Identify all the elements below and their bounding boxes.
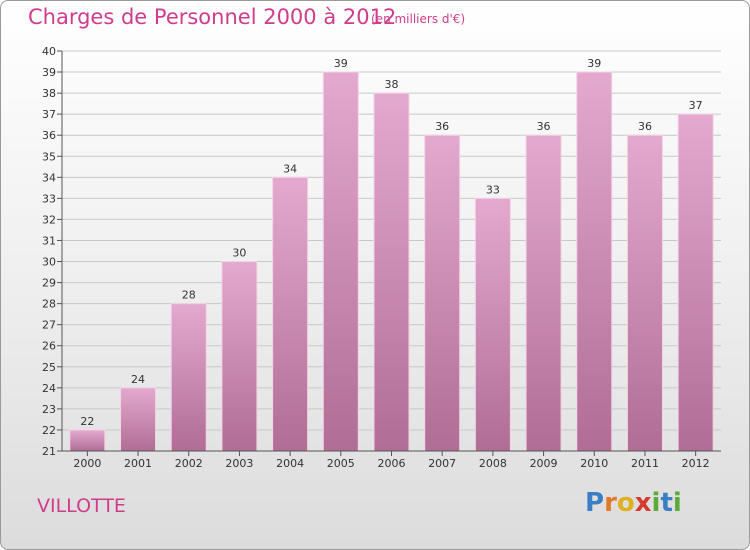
bar-value-label: 37 xyxy=(689,99,703,112)
bar xyxy=(576,71,613,452)
bar-value-label: 28 xyxy=(182,289,196,302)
x-tick-label: 2002 xyxy=(175,457,203,470)
x-tick-label: 2004 xyxy=(276,457,304,470)
bar xyxy=(69,429,106,452)
x-tick-label: 2010 xyxy=(580,457,608,470)
x-tick-label: 2005 xyxy=(327,457,355,470)
bar xyxy=(322,71,359,452)
bar-value-label: 36 xyxy=(435,120,449,133)
y-tick-label: 27 xyxy=(42,319,56,332)
bar-value-label: 30 xyxy=(232,247,246,260)
x-tick-label: 2000 xyxy=(73,457,101,470)
bar xyxy=(474,197,511,452)
y-tick-label: 38 xyxy=(42,87,56,100)
x-tick-label: 2009 xyxy=(530,457,558,470)
y-tick-label: 25 xyxy=(42,361,56,374)
logo-letter: i xyxy=(651,488,661,518)
bar-value-label: 39 xyxy=(334,57,348,70)
bar xyxy=(373,92,410,452)
y-tick-label: 28 xyxy=(42,298,56,311)
y-tick-label: 36 xyxy=(42,129,56,142)
bar xyxy=(424,134,461,452)
logo-letter: x xyxy=(634,488,652,518)
commune-name: VILLOTTE xyxy=(37,495,126,517)
bar xyxy=(525,134,562,452)
y-tick-label: 29 xyxy=(42,277,56,290)
y-tick-label: 33 xyxy=(42,192,56,205)
x-tick-label: 2012 xyxy=(682,457,710,470)
bar-value-label: 38 xyxy=(385,78,399,91)
y-tick-label: 35 xyxy=(42,150,56,163)
x-tick-label: 2001 xyxy=(124,457,152,470)
bar xyxy=(170,303,207,452)
x-tick-label: 2003 xyxy=(225,457,253,470)
bar-value-label: 34 xyxy=(283,162,297,175)
logo-letter: P xyxy=(585,488,605,518)
bar xyxy=(272,176,309,452)
logo-letter: r xyxy=(604,488,617,518)
bar-value-label: 36 xyxy=(638,120,652,133)
y-tick-label: 26 xyxy=(42,340,56,353)
y-tick-label: 21 xyxy=(42,445,56,458)
bar xyxy=(120,387,157,452)
bar-value-label: 39 xyxy=(587,57,601,70)
x-tick-label: 2006 xyxy=(378,457,406,470)
y-tick-label: 24 xyxy=(42,382,56,395)
y-tick-label: 34 xyxy=(42,171,56,184)
x-tick-label: 2011 xyxy=(631,457,659,470)
y-tick-label: 23 xyxy=(42,403,56,416)
y-tick-label: 31 xyxy=(42,234,56,247)
x-tick-label: 2007 xyxy=(428,457,456,470)
bar xyxy=(677,113,714,452)
bar-value-label: 33 xyxy=(486,183,500,196)
y-tick-label: 39 xyxy=(42,66,56,79)
chart-title: Charges de Personnel 2000 à 2012 xyxy=(28,5,397,29)
logo-letter: o xyxy=(616,488,635,518)
x-tick-label: 2008 xyxy=(479,457,507,470)
chart-subtitle: (en milliers d'€) xyxy=(371,12,466,26)
y-tick-label: 37 xyxy=(42,108,56,121)
y-tick-label: 30 xyxy=(42,256,56,269)
proxiti-logo: Proxiti xyxy=(585,488,682,518)
bar-value-label: 24 xyxy=(131,373,145,386)
y-tick-label: 32 xyxy=(42,213,56,226)
bar-value-label: 36 xyxy=(537,120,551,133)
logo-letter: t xyxy=(660,488,673,518)
bar-value-label: 22 xyxy=(80,415,94,428)
bar xyxy=(626,134,663,452)
y-tick-label: 22 xyxy=(42,424,56,437)
y-tick-label: 40 xyxy=(42,45,56,58)
bar xyxy=(221,261,258,452)
logo-letter: i xyxy=(672,488,682,518)
